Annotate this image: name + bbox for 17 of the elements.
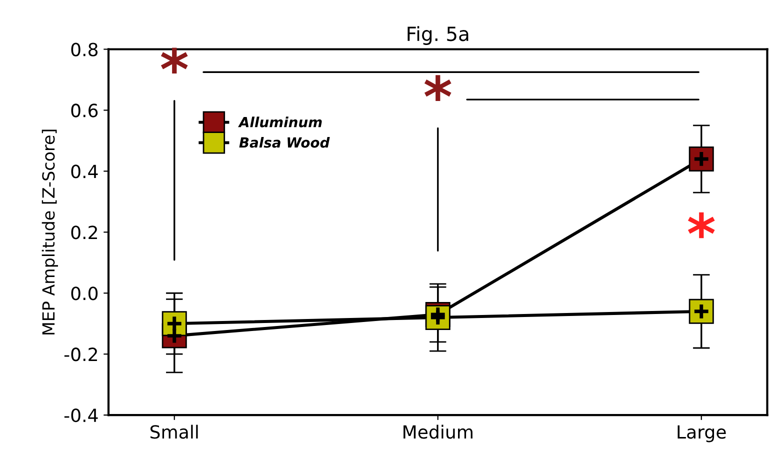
annotation: * [688, 212, 715, 238]
x-tick-label: Large [678, 425, 726, 442]
y-tick-label: -0.4 [64, 408, 98, 422]
x-tick-label: Medium [404, 424, 472, 439]
y-tick-label: 0.2 [71, 226, 97, 240]
y-tick-label: -0.2 [64, 348, 97, 362]
chart-title: Fig. 5a [408, 26, 468, 45]
y-axis-title: MEP Amplitude [Z-Score] [42, 130, 58, 334]
x-tick-label: Small [150, 424, 198, 439]
y-tick-label: 0.0 [71, 286, 98, 300]
y-tick-label: 0.4 [71, 164, 98, 178]
annotation: * [424, 75, 452, 101]
y-tick-label: 0.6 [71, 104, 98, 118]
annotation: * [160, 48, 188, 74]
legend-label: Alluminum [238, 116, 322, 128]
legend-label: Balsa Wood [239, 137, 330, 148]
y-tick-label: 0.8 [71, 42, 98, 56]
